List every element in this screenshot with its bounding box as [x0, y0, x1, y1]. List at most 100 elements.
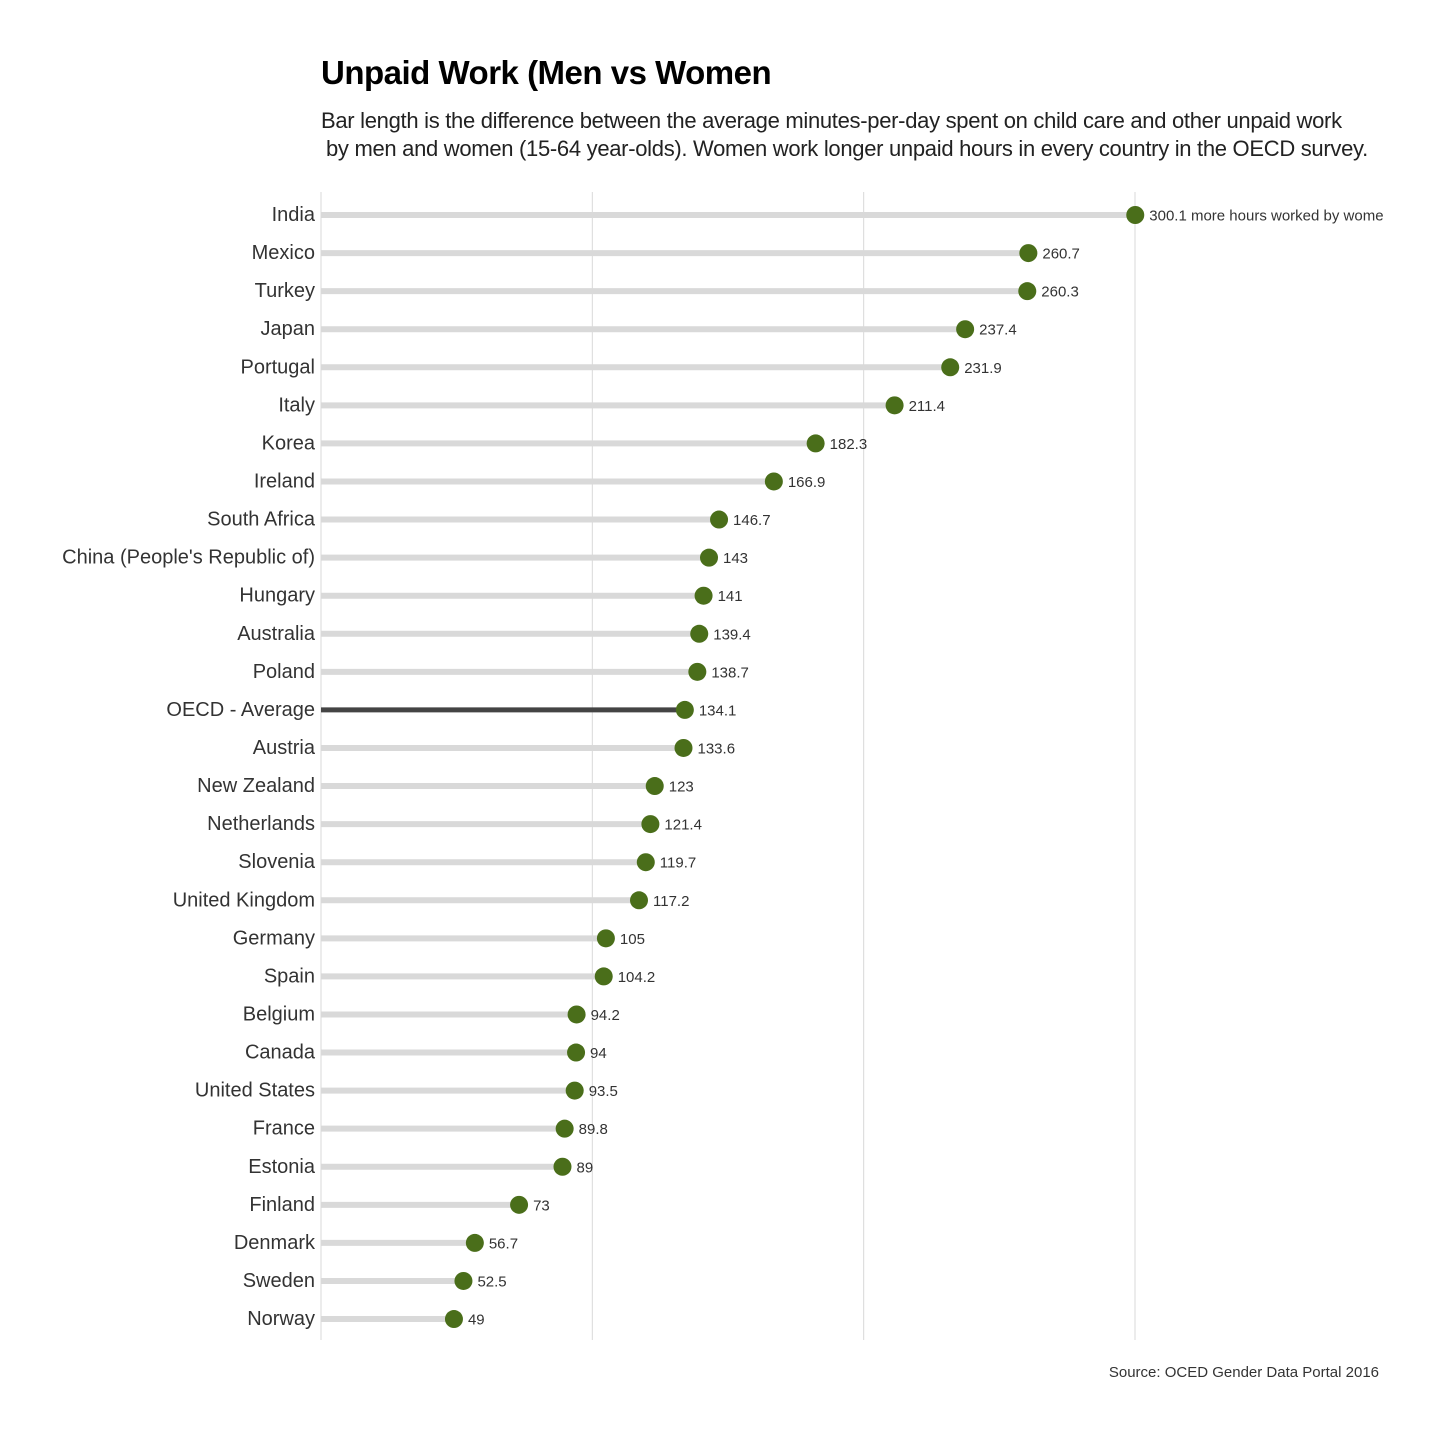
- data-point: [567, 1005, 586, 1024]
- data-point: [596, 929, 615, 948]
- data-point: [553, 1157, 572, 1176]
- data-point: [694, 586, 713, 605]
- value-label: 119.7: [660, 855, 696, 872]
- data-point: [565, 1081, 584, 1100]
- category-label: Sweden: [243, 1270, 315, 1292]
- category-label: Australia: [237, 623, 316, 645]
- data-point: [444, 1310, 463, 1329]
- category-label: Ireland: [254, 470, 315, 492]
- value-label: 260.7: [1042, 246, 1080, 263]
- value-label: 117.2: [653, 893, 689, 910]
- category-label: United States: [195, 1080, 315, 1102]
- data-point: [510, 1195, 529, 1214]
- value-label: 143: [723, 550, 748, 567]
- category-label: Mexico: [252, 242, 315, 264]
- category-label: Germany: [233, 927, 315, 949]
- data-point: [764, 472, 783, 491]
- value-label: 139.4: [713, 626, 751, 643]
- value-labels: 300.1 more hours worked by wome 260.7 260.…: [468, 208, 1384, 1329]
- value-label: 49: [468, 1312, 485, 1329]
- category-label: United Kingdom: [173, 889, 315, 911]
- data-point: [555, 1119, 574, 1138]
- category-label: Hungary: [239, 585, 315, 607]
- data-point: [956, 320, 975, 339]
- category-label: Austria: [253, 737, 316, 759]
- value-label: 138.7: [711, 664, 749, 681]
- bars: [321, 212, 1136, 1323]
- data-point: [1126, 206, 1145, 224]
- value-label: 89.8: [579, 1121, 608, 1138]
- data-point: [675, 700, 694, 719]
- chart-subtitle-line-2: by men and women (15-64 year-olds). Wome…: [326, 136, 1368, 161]
- data-point: [1018, 282, 1037, 301]
- value-label: 133.6: [698, 740, 736, 757]
- category-label: Poland: [253, 661, 315, 683]
- value-label: 237.4: [979, 322, 1017, 339]
- value-label: 146.7: [733, 512, 771, 529]
- category-label: Canada: [245, 1042, 316, 1064]
- points: [444, 206, 1145, 1329]
- data-point: [641, 815, 660, 834]
- data-point: [690, 624, 709, 643]
- value-label: 89: [576, 1159, 593, 1176]
- value-label: 166.9: [788, 474, 826, 491]
- category-label: Finland: [249, 1194, 315, 1216]
- data-point: [700, 548, 719, 567]
- data-point: [710, 510, 729, 529]
- category-label: Spain: [264, 965, 315, 987]
- data-point: [567, 1043, 586, 1062]
- category-label: South Africa: [207, 509, 316, 531]
- data-point: [465, 1233, 484, 1252]
- data-point: [636, 853, 655, 872]
- category-label: Portugal: [241, 356, 316, 378]
- value-label: 73: [533, 1197, 550, 1214]
- data-point: [594, 967, 613, 986]
- category-label: Korea: [262, 432, 316, 454]
- data-point: [645, 777, 664, 796]
- data-point: [1019, 244, 1038, 263]
- value-label: 123: [669, 779, 694, 796]
- value-label: 231.9: [964, 360, 1002, 377]
- value-label: 182.3: [830, 436, 868, 453]
- value-label: 141: [718, 588, 743, 605]
- data-point: [941, 358, 960, 377]
- category-label: Norway: [247, 1308, 315, 1330]
- value-label: 56.7: [489, 1235, 518, 1252]
- category-label: China (People's Republic of): [62, 547, 315, 569]
- category-labels: India Mexico Turkey Japan Portugal Italy Korea…: [62, 204, 316, 1330]
- data-point: [674, 738, 693, 757]
- value-label: 94.2: [591, 1007, 620, 1024]
- data-point: [630, 891, 649, 910]
- data-point: [806, 434, 825, 453]
- value-label: 104.2: [618, 969, 656, 986]
- value-label: 300.1 more hours worked by wome: [1149, 208, 1383, 225]
- category-label: India: [272, 204, 316, 226]
- gridlines: [320, 192, 1136, 1340]
- category-label: Estonia: [248, 1156, 316, 1178]
- chart-title: Unpaid Work (Men vs Women: [321, 54, 772, 91]
- value-label: 260.3: [1041, 284, 1079, 301]
- category-label: Belgium: [243, 1003, 315, 1025]
- category-label: Netherlands: [207, 813, 315, 835]
- value-label: 134.1: [699, 702, 737, 719]
- category-label: New Zealand: [197, 775, 315, 797]
- category-label: Italy: [278, 394, 315, 416]
- data-point: [885, 396, 904, 415]
- value-label: 105: [620, 931, 645, 948]
- category-label: OECD - Average: [166, 699, 315, 721]
- value-label: 93.5: [589, 1083, 618, 1100]
- data-point: [688, 662, 707, 681]
- source-note: Source: OCED Gender Data Portal 2016: [1108, 1364, 1379, 1381]
- chart-subtitle-line-1: Bar length is the difference between the…: [321, 108, 1342, 133]
- value-label: 121.4: [664, 817, 702, 834]
- data-point: [454, 1271, 473, 1290]
- category-label: Slovenia: [238, 851, 316, 873]
- value-label: 94: [590, 1045, 607, 1062]
- category-label: Turkey: [255, 280, 315, 302]
- value-label: 211.4: [909, 398, 945, 415]
- value-label: 52.5: [477, 1273, 506, 1290]
- category-label: Japan: [261, 318, 316, 340]
- category-label: France: [253, 1118, 315, 1140]
- category-label: Denmark: [234, 1232, 316, 1254]
